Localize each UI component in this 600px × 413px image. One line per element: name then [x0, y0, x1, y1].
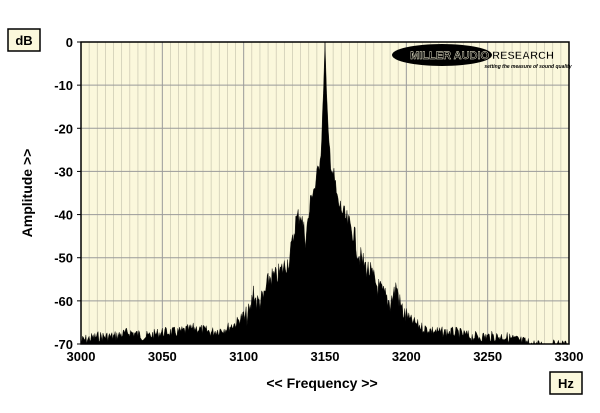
x-unit-box: Hz — [549, 371, 583, 395]
y-tick-label: -20 — [54, 121, 73, 136]
y-unit-box: dB — [7, 28, 41, 52]
y-tick-label: -30 — [54, 164, 73, 179]
x-tick-label: 3050 — [148, 349, 177, 364]
x-tick-label: 3200 — [392, 349, 421, 364]
miller-audio-research-logo: MILLER AUDIO RESEARCH setting the measur… — [392, 44, 572, 70]
x-tick-label: 3300 — [555, 349, 584, 364]
x-tick-label: 3150 — [311, 349, 340, 364]
x-tick-label: 3250 — [473, 349, 502, 364]
tick-layer: 3000 3050 3100 3150 3200 3250 3300 0 -10 -20 -30 -4… — [54, 35, 583, 364]
y-tick-label: -60 — [54, 294, 73, 309]
plot-area-border — [80, 41, 570, 345]
y-axis-title: Amplitude >> — [19, 149, 35, 238]
x-tick-label: 3000 — [67, 349, 96, 364]
y-tick-label: -40 — [54, 208, 73, 223]
y-tick-label: -10 — [54, 78, 73, 93]
logo-main-text: MILLER AUDIO RESEARCH — [410, 50, 554, 62]
y-tick-label: 0 — [66, 35, 73, 50]
x-axis-title: << Frequency >> — [266, 375, 377, 391]
y-tick-label: -50 — [54, 251, 73, 266]
x-tick-label: 3100 — [229, 349, 258, 364]
y-tick-label: -70 — [54, 337, 73, 352]
logo-tagline: setting the measure of sound quality — [484, 64, 571, 70]
y-unit-label: dB — [15, 33, 32, 48]
x-unit-label: Hz — [558, 376, 574, 391]
